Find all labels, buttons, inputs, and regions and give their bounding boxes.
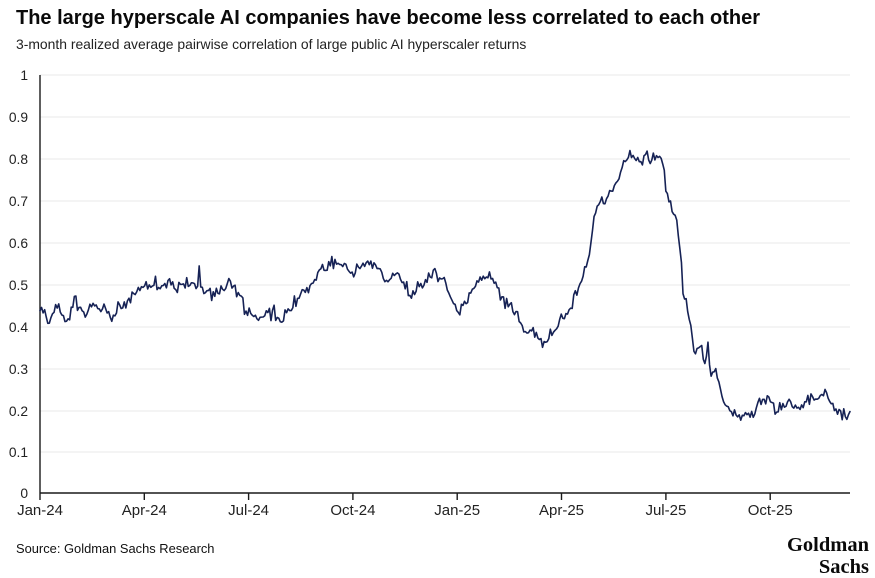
svg-text:0.5: 0.5 (9, 278, 29, 293)
svg-text:0.7: 0.7 (9, 194, 28, 209)
svg-text:Jul-25: Jul-25 (645, 502, 686, 519)
svg-text:0.2: 0.2 (9, 404, 28, 419)
svg-text:0.3: 0.3 (9, 362, 29, 377)
svg-text:1: 1 (20, 68, 28, 83)
svg-text:Jan-25: Jan-25 (434, 502, 480, 519)
svg-text:Jan-24: Jan-24 (17, 502, 63, 519)
svg-text:0.4: 0.4 (9, 320, 29, 335)
svg-text:0.8: 0.8 (9, 152, 29, 167)
svg-text:Apr-25: Apr-25 (539, 502, 584, 519)
svg-text:Jul-24: Jul-24 (228, 502, 269, 519)
svg-text:Oct-25: Oct-25 (748, 502, 793, 519)
svg-text:Apr-24: Apr-24 (122, 502, 167, 519)
svg-text:0.1: 0.1 (9, 445, 28, 460)
svg-text:0.9: 0.9 (9, 110, 29, 125)
svg-text:Oct-24: Oct-24 (330, 502, 375, 519)
svg-text:0: 0 (20, 486, 28, 501)
svg-text:0.6: 0.6 (9, 236, 29, 251)
